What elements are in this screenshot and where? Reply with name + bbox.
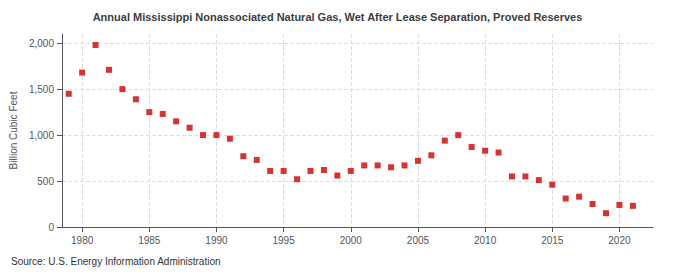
- svg-text:2005: 2005: [407, 235, 430, 246]
- svg-text:Annual Mississippi Nonassociat: Annual Mississippi Nonassociated Natural…: [93, 11, 583, 23]
- svg-text:2020: 2020: [608, 235, 631, 246]
- svg-text:1980: 1980: [71, 235, 94, 246]
- svg-text:Source: U.S. Energy Informatio: Source: U.S. Energy Information Administ…: [11, 256, 221, 267]
- svg-text:2000: 2000: [340, 235, 363, 246]
- svg-text:1,000: 1,000: [29, 130, 54, 141]
- svg-text:2015: 2015: [541, 235, 564, 246]
- svg-text:1995: 1995: [273, 235, 296, 246]
- svg-text:Billion Cubic Feet: Billion Cubic Feet: [8, 91, 19, 169]
- svg-text:1985: 1985: [138, 235, 161, 246]
- svg-text:2,000: 2,000: [29, 38, 54, 49]
- svg-text:500: 500: [37, 176, 54, 187]
- svg-text:1,500: 1,500: [29, 84, 54, 95]
- svg-text:1990: 1990: [205, 235, 228, 246]
- svg-text:2010: 2010: [474, 235, 497, 246]
- svg-text:0: 0: [48, 222, 54, 233]
